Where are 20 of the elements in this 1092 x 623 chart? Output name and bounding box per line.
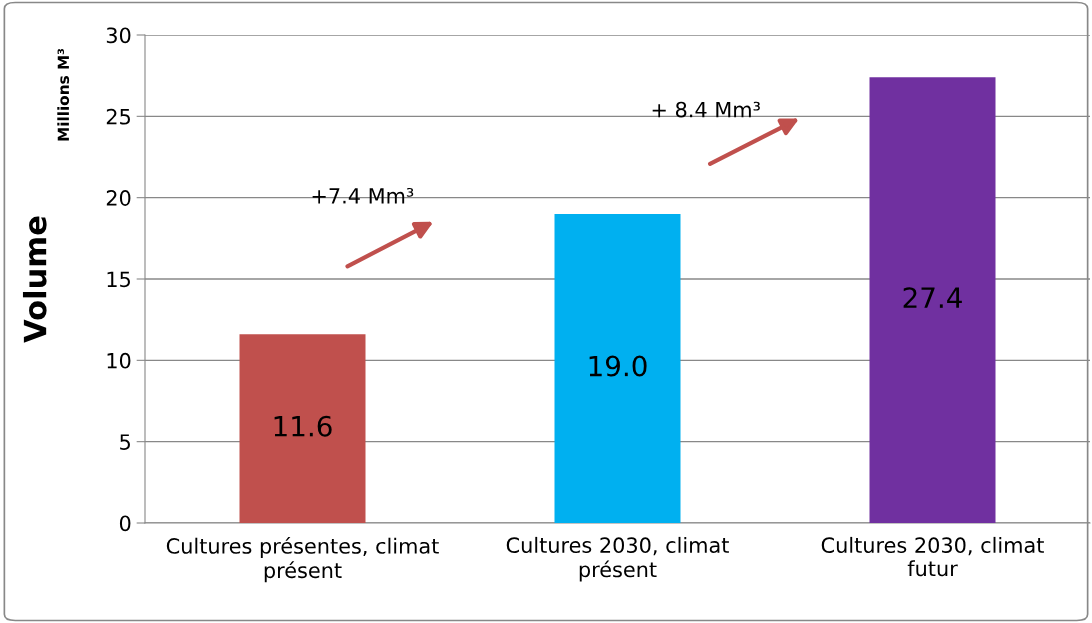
- y-axis-title: Volume: [22, 216, 47, 343]
- data-label: 11.6: [274, 415, 332, 437]
- annotation: +7.4 Mm³: [312, 187, 414, 204]
- y-tick-label: 30: [106, 27, 131, 44]
- y-tick-label: 25: [106, 108, 130, 125]
- data-label: 27.4: [903, 287, 962, 308]
- y-tick-label: 15: [107, 271, 130, 288]
- x-tick-label: Cultures 2030, climat présent: [506, 536, 729, 582]
- text: Millions M³: [57, 48, 70, 141]
- y-tick-label: 5: [120, 434, 130, 450]
- bar: [554, 213, 681, 523]
- y-tick-label: 20: [106, 190, 131, 206]
- y-tick-label: 0: [119, 515, 131, 532]
- annotation: + 8.4 Mm³: [652, 101, 760, 118]
- bar: [869, 77, 996, 523]
- x-tick-label: Cultures présentes, climat présent: [166, 536, 439, 583]
- x-tick-label: Cultures 2030, climat futur: [821, 536, 1044, 577]
- data-label: 19.0: [589, 355, 647, 377]
- y-tick-label: 10: [107, 352, 131, 369]
- bar: [239, 334, 366, 523]
